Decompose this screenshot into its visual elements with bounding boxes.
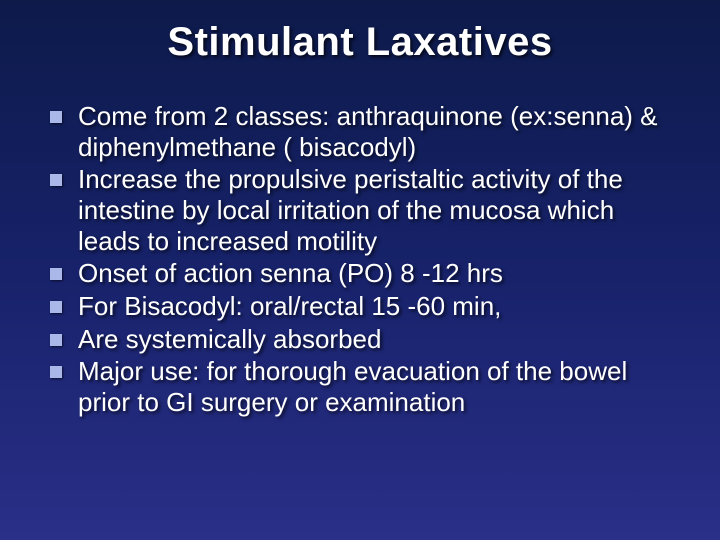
list-item: Increase the propulsive peristaltic acti… [44, 164, 680, 256]
bullet-text: Are systemically absorbed [78, 324, 381, 354]
square-bullet-icon [50, 334, 62, 346]
bullet-text: Come from 2 classes: anthraquinone (ex:s… [78, 101, 658, 162]
list-item: Are systemically absorbed [44, 324, 680, 355]
bullet-text: Major use: for thorough evacuation of th… [78, 356, 627, 417]
bullet-list: Come from 2 classes: anthraquinone (ex:s… [40, 101, 680, 418]
square-bullet-icon [50, 301, 62, 313]
bullet-text: Onset of action senna (PO) 8 -12 hrs [78, 258, 503, 288]
slide: Stimulant Laxatives Come from 2 classes:… [0, 0, 720, 540]
square-bullet-icon [50, 366, 62, 378]
list-item: Onset of action senna (PO) 8 -12 hrs [44, 258, 680, 289]
bullet-text: Increase the propulsive peristaltic acti… [78, 164, 623, 255]
list-item: Major use: for thorough evacuation of th… [44, 356, 680, 417]
list-item: Come from 2 classes: anthraquinone (ex:s… [44, 101, 680, 162]
square-bullet-icon [50, 174, 62, 186]
square-bullet-icon [50, 111, 62, 123]
slide-title: Stimulant Laxatives [40, 20, 680, 65]
list-item: For Bisacodyl: oral/rectal 15 -60 min, [44, 291, 680, 322]
bullet-text: For Bisacodyl: oral/rectal 15 -60 min, [78, 291, 501, 321]
square-bullet-icon [50, 268, 62, 280]
